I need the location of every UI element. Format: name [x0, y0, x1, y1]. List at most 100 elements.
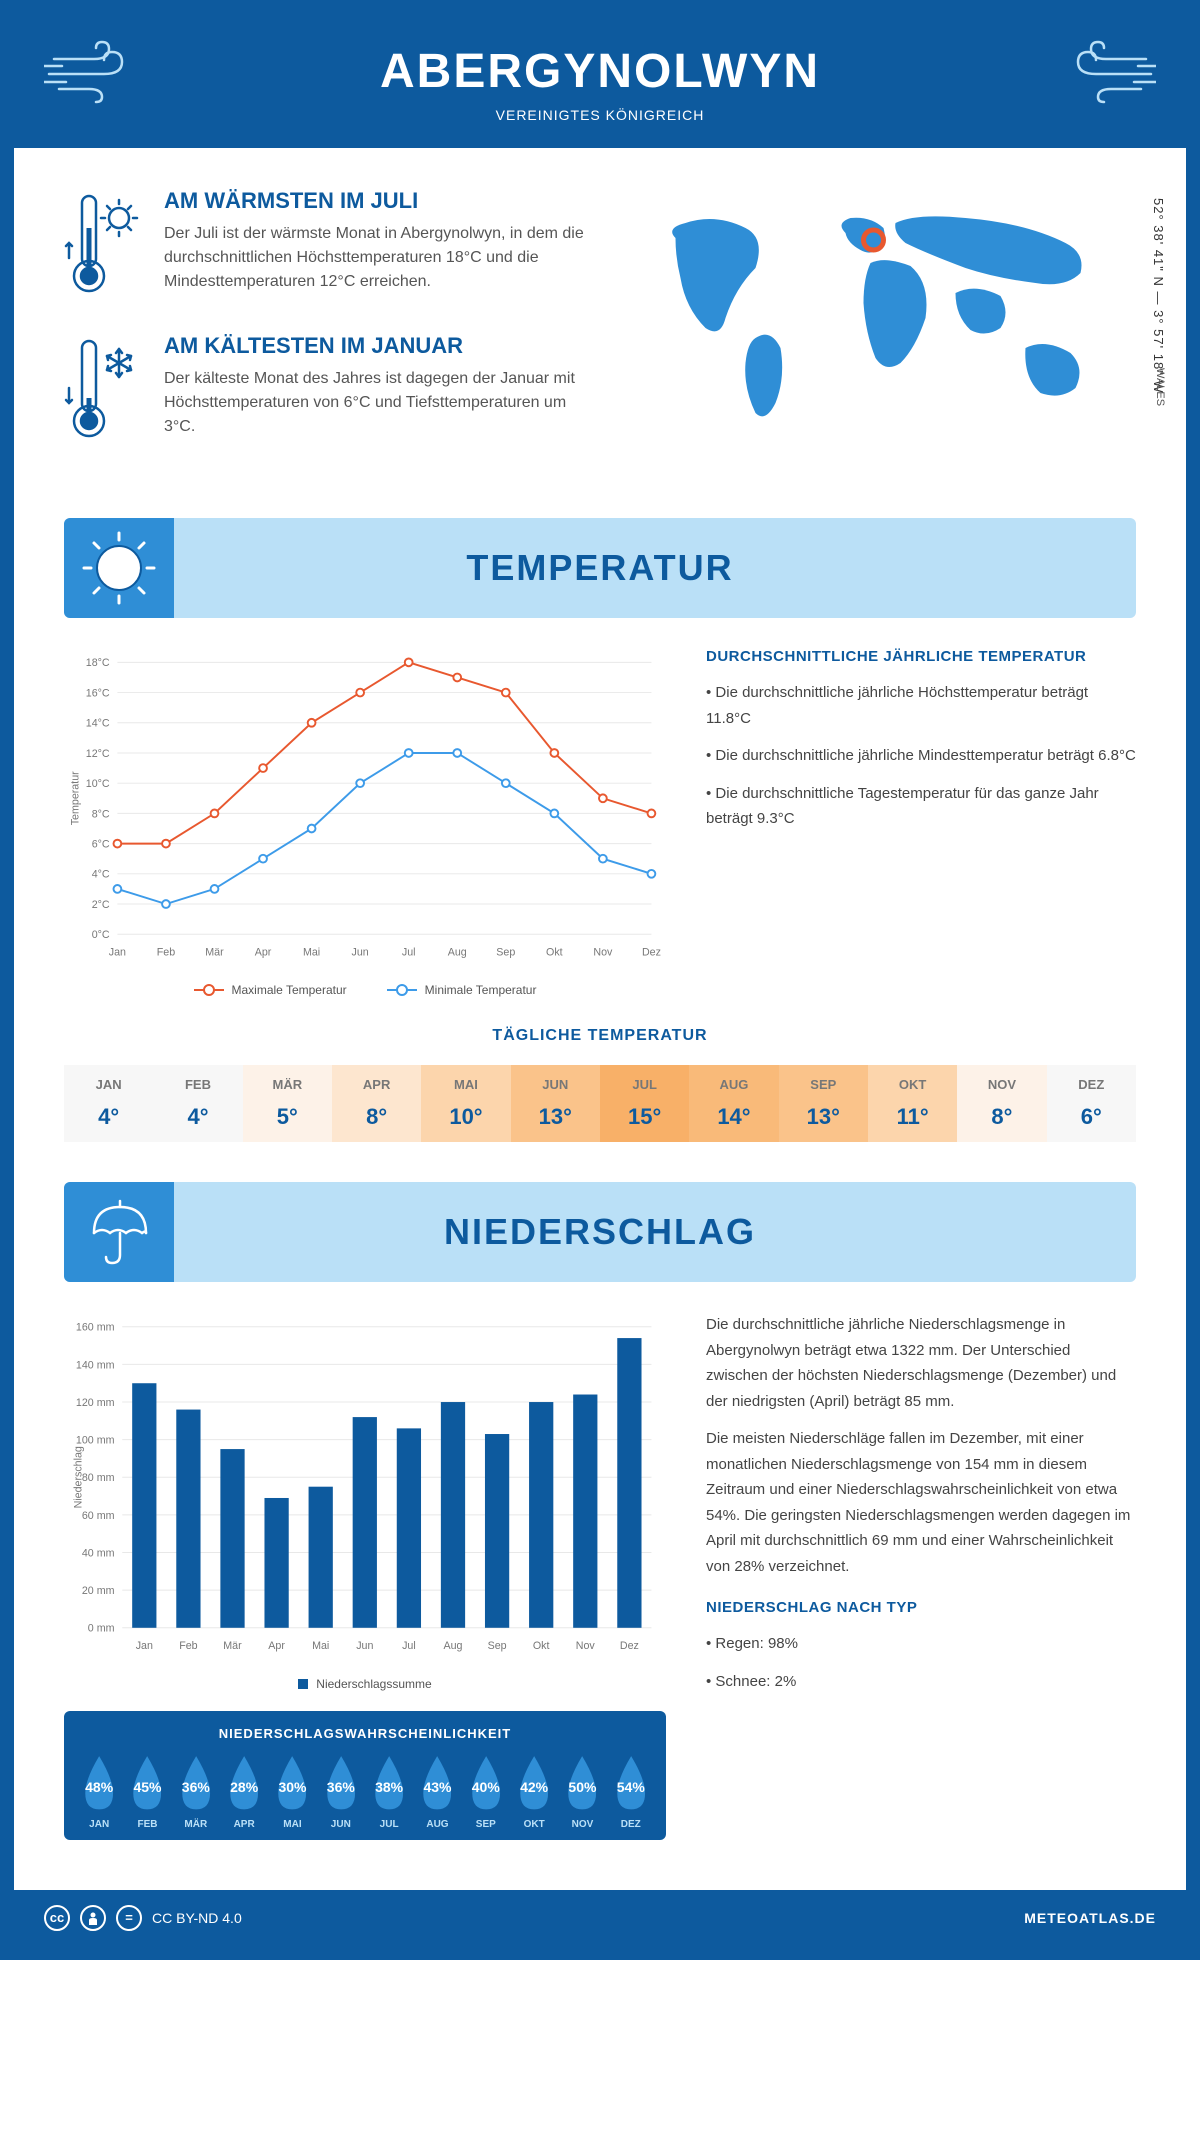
precip-text: Die meisten Niederschläge fallen im Deze…: [706, 1426, 1136, 1579]
svg-text:Mai: Mai: [303, 947, 320, 959]
temp-info-title: DURCHSCHNITTLICHE JÄHRLICHE TEMPERATUR: [706, 648, 1136, 665]
temp-cell-month: JUN: [511, 1077, 600, 1092]
temp-cell: APR8°: [332, 1065, 421, 1142]
temp-cell-value: 4°: [64, 1104, 153, 1130]
svg-text:0 mm: 0 mm: [88, 1623, 115, 1635]
page-header: ABERGYNOLWYN VEREINIGTES KÖNIGREICH: [14, 14, 1186, 148]
drop-icon: 36%: [318, 1753, 364, 1815]
temp-cell-month: SEP: [779, 1077, 868, 1092]
drop-icon: 36%: [173, 1753, 219, 1815]
svg-text:4°C: 4°C: [92, 869, 110, 881]
svg-text:18°C: 18°C: [86, 657, 110, 669]
probability-month: NOV: [559, 1819, 605, 1830]
probability-item: 28% APR: [221, 1753, 267, 1830]
precip-text: Die durchschnittliche jährliche Niedersc…: [706, 1312, 1136, 1414]
probability-month: SEP: [463, 1819, 509, 1830]
temp-cell: OKT11°: [868, 1065, 957, 1142]
probability-value: 38%: [375, 1779, 403, 1795]
svg-text:Sep: Sep: [488, 1640, 507, 1652]
svg-text:14°C: 14°C: [86, 718, 110, 730]
thermometer-hot-icon: [64, 188, 144, 303]
svg-text:2°C: 2°C: [92, 899, 110, 911]
warmest-fact: AM WÄRMSTEN IM JULI Der Juli ist der wär…: [64, 188, 585, 303]
drop-icon: 42%: [511, 1753, 557, 1815]
temp-cell: JUL15°: [600, 1065, 689, 1142]
svg-text:Apr: Apr: [255, 947, 272, 959]
sun-icon: [64, 518, 174, 618]
precipitation-legend: Niederschlagssumme: [64, 1677, 666, 1691]
probability-value: 40%: [472, 1779, 500, 1795]
location-title: ABERGYNOLWYN: [34, 44, 1166, 99]
temp-cell: AUG14°: [689, 1065, 778, 1142]
temp-cell-value: 4°: [153, 1104, 242, 1130]
temp-cell-value: 10°: [421, 1104, 510, 1130]
svg-text:Aug: Aug: [448, 947, 467, 959]
probability-month: AUG: [414, 1819, 460, 1830]
svg-text:Nov: Nov: [576, 1640, 596, 1652]
probability-value: 42%: [520, 1779, 548, 1795]
drop-icon: 45%: [124, 1753, 170, 1815]
svg-text:Niederschlag: Niederschlag: [72, 1446, 84, 1508]
svg-text:Mär: Mär: [205, 947, 224, 959]
world-map-icon: [615, 188, 1136, 438]
cc-icon: cc: [44, 1905, 70, 1931]
drop-icon: 43%: [414, 1753, 460, 1815]
temperature-legend: Maximale Temperatur Minimale Temperatur: [64, 983, 666, 997]
svg-text:Jan: Jan: [109, 947, 126, 959]
temp-cell-value: 15°: [600, 1104, 689, 1130]
drop-icon: 28%: [221, 1753, 267, 1815]
probability-month: MÄR: [173, 1819, 219, 1830]
thermometer-cold-icon: [64, 333, 144, 448]
drop-icon: 50%: [559, 1753, 605, 1815]
temp-cell-value: 8°: [957, 1104, 1046, 1130]
temp-cell: JUN13°: [511, 1065, 600, 1142]
probability-month: APR: [221, 1819, 267, 1830]
probability-item: 36% MÄR: [173, 1753, 219, 1830]
legend-max-label: Maximale Temperatur: [232, 983, 347, 997]
drop-icon: 38%: [366, 1753, 412, 1815]
temp-cell: NOV 8°: [957, 1065, 1046, 1142]
page-footer: cc = CC BY-ND 4.0 METEOATLAS.DE: [14, 1890, 1186, 1946]
temp-cell-month: MÄR: [243, 1077, 332, 1092]
probability-value: 43%: [423, 1779, 451, 1795]
warmest-title: AM WÄRMSTEN IM JULI: [164, 188, 585, 214]
temperature-title: TEMPERATUR: [466, 547, 733, 589]
svg-text:10°C: 10°C: [86, 778, 110, 790]
temp-cell-month: JAN: [64, 1077, 153, 1092]
svg-text:160 mm: 160 mm: [76, 1322, 115, 1334]
probability-item: 45%FEB: [124, 1753, 170, 1830]
svg-text:Dez: Dez: [642, 947, 661, 959]
svg-text:60 mm: 60 mm: [82, 1510, 115, 1522]
drop-icon: 30%: [269, 1753, 315, 1815]
daily-temp-table: JAN4°FEB4°MÄR5°APR8°MAI10°JUN13°JUL15°AU…: [64, 1065, 1136, 1142]
svg-text:80 mm: 80 mm: [82, 1472, 115, 1484]
temp-cell-month: OKT: [868, 1077, 957, 1092]
probability-value: 28%: [230, 1779, 258, 1795]
temp-cell-month: FEB: [153, 1077, 242, 1092]
svg-text:40 mm: 40 mm: [82, 1547, 115, 1559]
svg-text:120 mm: 120 mm: [76, 1397, 115, 1409]
probability-month: MAI: [269, 1819, 315, 1830]
probability-month: JUN: [318, 1819, 364, 1830]
probability-item: 30% MAI: [269, 1753, 315, 1830]
drop-icon: 48%: [76, 1753, 122, 1815]
probability-month: DEZ: [608, 1819, 654, 1830]
temp-cell-month: AUG: [689, 1077, 778, 1092]
temperature-line-chart: 0°C2°C4°C6°C8°C10°C12°C14°C16°C18°CJanFe…: [64, 648, 666, 968]
precip-type-bullet: • Schnee: 2%: [706, 1669, 1136, 1695]
temp-cell-month: MAI: [421, 1077, 510, 1092]
drop-icon: 54%: [608, 1753, 654, 1815]
temp-cell-month: NOV: [957, 1077, 1046, 1092]
nd-icon: =: [116, 1905, 142, 1931]
svg-text:12°C: 12°C: [86, 748, 110, 760]
coldest-fact: AM KÄLTESTEN IM JANUAR Der kälteste Mona…: [64, 333, 585, 448]
svg-text:Mär: Mär: [223, 1640, 242, 1652]
svg-text:Jun: Jun: [356, 1640, 373, 1652]
temp-cell: JAN 4°: [64, 1065, 153, 1142]
probability-item: 42%OKT: [511, 1753, 557, 1830]
svg-text:Jun: Jun: [352, 947, 369, 959]
coordinates-label: 52° 38' 41" N — 3° 57' 18" W: [1151, 198, 1166, 394]
svg-text:Feb: Feb: [179, 1640, 197, 1652]
precip-type-bullet: • Regen: 98%: [706, 1631, 1136, 1657]
temp-bullet: • Die durchschnittliche jährliche Mindes…: [706, 743, 1136, 769]
